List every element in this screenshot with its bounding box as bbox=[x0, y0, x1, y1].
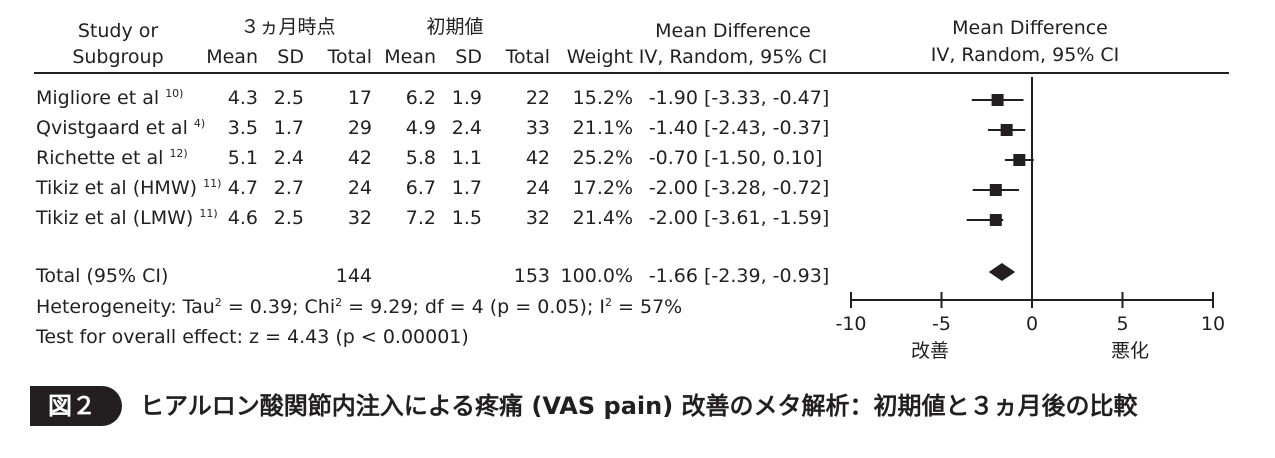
study-weight: 17.2% bbox=[572, 177, 633, 199]
figure-tag: 図２ bbox=[30, 386, 122, 426]
header-sd-1: SD bbox=[277, 46, 304, 68]
overall-effect-text: Test for overall effect: z = 4.43 (p < 0… bbox=[36, 326, 469, 348]
x-axis-tick-label: 0 bbox=[1025, 313, 1039, 335]
study-m2: 6.7 bbox=[405, 177, 436, 199]
study-n1: 32 bbox=[347, 207, 372, 229]
study-sd1: 1.7 bbox=[273, 117, 304, 139]
study-name: Migliore et al 10) bbox=[36, 87, 184, 109]
header-study-line2: Subgroup bbox=[72, 46, 164, 68]
study-m1: 3.5 bbox=[227, 117, 258, 139]
total-md: -1.66 bbox=[648, 265, 698, 287]
header-md-line2: IV, Random, 95% CI bbox=[638, 46, 828, 68]
header-md-line1: Mean Difference bbox=[655, 20, 811, 42]
total-weight: 100.0% bbox=[560, 265, 633, 287]
study-ci: [-3.61, -1.59] bbox=[704, 207, 830, 229]
study-ci: [-2.43, -0.37] bbox=[704, 117, 830, 139]
x-axis-tick-label: -10 bbox=[835, 313, 867, 335]
study-n2: 32 bbox=[525, 207, 550, 229]
study-sd2: 1.9 bbox=[451, 87, 482, 109]
header-plot-line1: Mean Difference bbox=[952, 17, 1108, 39]
study-n1: 17 bbox=[347, 87, 372, 109]
study-sd1: 2.4 bbox=[273, 147, 304, 169]
study-sd1: 2.5 bbox=[273, 207, 304, 229]
forest-plot bbox=[850, 77, 1214, 308]
study-weight: 21.1% bbox=[572, 117, 633, 139]
effect-square bbox=[1000, 124, 1013, 136]
study-sd1: 2.7 bbox=[273, 177, 304, 199]
x-axis-tick-label: 5 bbox=[1116, 313, 1129, 335]
header-weight: Weight bbox=[566, 46, 633, 68]
study-sd2: 2.4 bbox=[451, 117, 482, 139]
header-rule bbox=[34, 72, 1229, 74]
study-n2: 24 bbox=[525, 177, 550, 199]
study-weight: 15.2% bbox=[572, 87, 633, 109]
study-n2: 42 bbox=[525, 147, 550, 169]
study-name: Tikiz et al (HMW) 11) bbox=[36, 177, 222, 199]
total-n1: 144 bbox=[335, 265, 372, 287]
study-sd2: 1.5 bbox=[451, 207, 482, 229]
study-m2: 4.9 bbox=[405, 117, 436, 139]
study-m1: 4.3 bbox=[227, 87, 258, 109]
study-name: Qvistgaard et al 4) bbox=[36, 117, 206, 139]
study-m2: 5.8 bbox=[405, 147, 436, 169]
study-n1: 42 bbox=[347, 147, 372, 169]
study-sd2: 1.1 bbox=[451, 147, 482, 169]
study-sd2: 1.7 bbox=[451, 177, 482, 199]
effect-square bbox=[991, 94, 1004, 106]
study-m2: 6.2 bbox=[405, 87, 436, 109]
pooled-diamond bbox=[988, 263, 1016, 281]
header-mean-1: Mean bbox=[206, 46, 258, 68]
study-md: -2.00 bbox=[648, 207, 698, 229]
study-n2: 22 bbox=[525, 87, 550, 109]
study-n1: 24 bbox=[347, 177, 372, 199]
x-axis-tick-label: 10 bbox=[1200, 313, 1226, 335]
axis-left-label: 改善 bbox=[910, 340, 949, 362]
effect-square bbox=[989, 184, 1002, 196]
header-plot-line2: IV, Random, 95% CI bbox=[930, 44, 1120, 66]
x-axis-tick-label: -5 bbox=[932, 313, 951, 335]
axis-right-label: 悪化 bbox=[1110, 340, 1149, 362]
study-name: Richette et al 12) bbox=[36, 147, 188, 169]
total-ci: [-2.39, -0.93] bbox=[704, 265, 830, 287]
study-sd1: 2.5 bbox=[273, 87, 304, 109]
header-sd-2: SD bbox=[455, 46, 482, 68]
study-n2: 33 bbox=[525, 117, 550, 139]
study-ci: [-1.50, 0.10] bbox=[704, 147, 823, 169]
study-weight: 21.4% bbox=[572, 207, 633, 229]
header-total-2: Total bbox=[505, 46, 550, 68]
study-md: -0.70 bbox=[648, 147, 698, 169]
effect-square bbox=[989, 214, 1002, 226]
study-md: -2.00 bbox=[648, 177, 698, 199]
effect-square bbox=[1013, 154, 1026, 166]
total-label: Total (95% CI) bbox=[36, 265, 169, 287]
study-name: Tikiz et al (LMW) 11) bbox=[36, 207, 218, 229]
study-weight: 25.2% bbox=[572, 147, 633, 169]
header-total-1: Total bbox=[327, 46, 372, 68]
study-ci: [-3.28, -0.72] bbox=[704, 177, 830, 199]
study-md: -1.90 bbox=[648, 87, 698, 109]
study-md: -1.40 bbox=[648, 117, 698, 139]
header-study-line1: Study or bbox=[77, 20, 159, 42]
study-n1: 29 bbox=[347, 117, 372, 139]
study-m2: 7.2 bbox=[405, 207, 436, 229]
header-mean-2: Mean bbox=[384, 46, 436, 68]
total-n2: 153 bbox=[513, 265, 550, 287]
heterogeneity-text: Heterogeneity: Tau2 = 0.39; Chi2 = 9.29;… bbox=[36, 296, 683, 318]
study-m1: 4.6 bbox=[227, 207, 258, 229]
figure-caption: ヒアルロン酸関節内注入による疼痛 (VAS pain) 改善のメタ解析：初期値と… bbox=[140, 392, 1138, 420]
header-group1-name: ３ヵ月時点 bbox=[240, 16, 336, 38]
study-m1: 5.1 bbox=[227, 147, 258, 169]
header-group2-name: 初期値 bbox=[426, 16, 484, 38]
study-ci: [-3.33, -0.47] bbox=[704, 87, 830, 109]
study-m1: 4.7 bbox=[227, 177, 258, 199]
